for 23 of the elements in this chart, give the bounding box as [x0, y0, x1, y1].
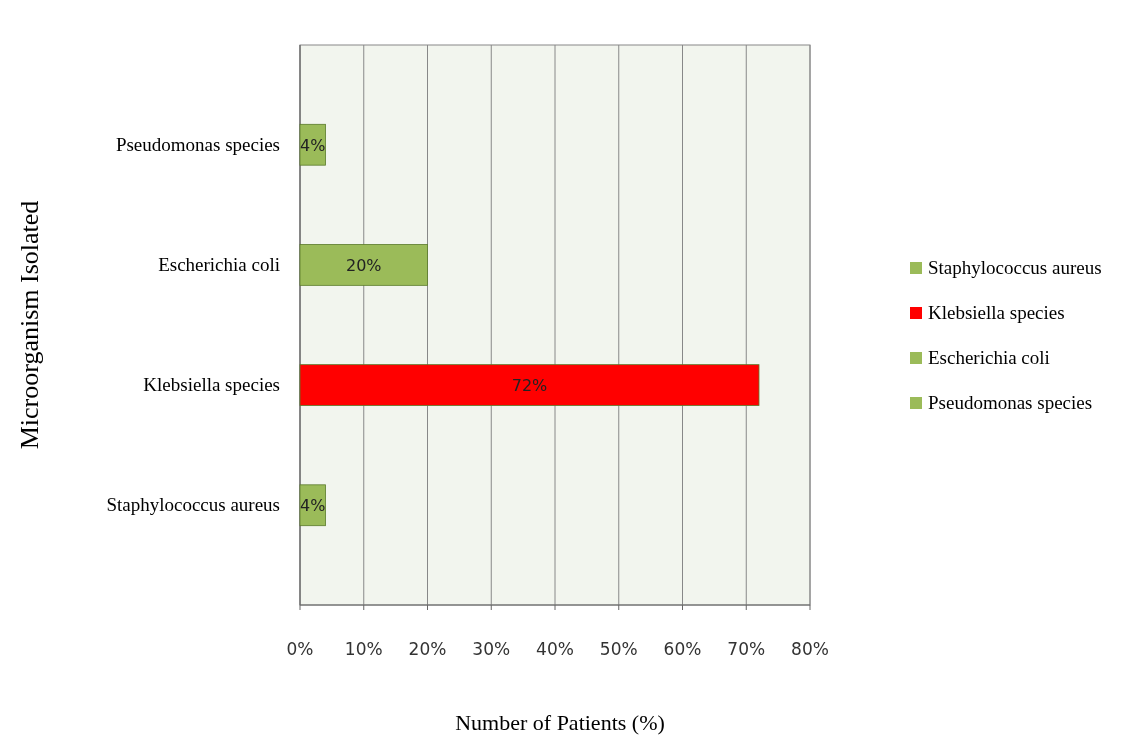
x-tick-label: 20% [408, 639, 447, 659]
data-label: 4% [300, 135, 326, 155]
legend-label: Klebsiella species [928, 302, 1065, 323]
data-label: 20% [345, 255, 382, 275]
x-tick-label: 30% [472, 639, 511, 659]
y-axis-title: Microorganism Isolated [15, 200, 44, 450]
x-tick-label: 50% [599, 639, 638, 659]
y-tick-label: Staphylococcus aureus [106, 494, 280, 516]
x-tick-label: 10% [344, 639, 383, 659]
legend-label: Escherichia coli [928, 347, 1050, 368]
legend-label: Staphylococcus aureus [928, 257, 1102, 278]
x-tick-label: 70% [727, 639, 766, 659]
legend-label: Pseudomonas species [928, 392, 1093, 413]
x-axis-title: Number of Patients (%) [455, 710, 665, 735]
y-tick-label: Pseudomonas species [115, 133, 280, 155]
x-tick-label: 0% [286, 639, 314, 659]
y-tick-label: Klebsiella species [143, 374, 280, 396]
y-tick-label: Escherichia coli [158, 253, 280, 275]
x-tick-label: 80% [791, 639, 829, 659]
x-tick-label: 60% [663, 639, 702, 659]
x-tick-label: 40% [536, 639, 574, 659]
data-label: 4% [300, 496, 326, 516]
data-label: 72% [511, 376, 548, 396]
